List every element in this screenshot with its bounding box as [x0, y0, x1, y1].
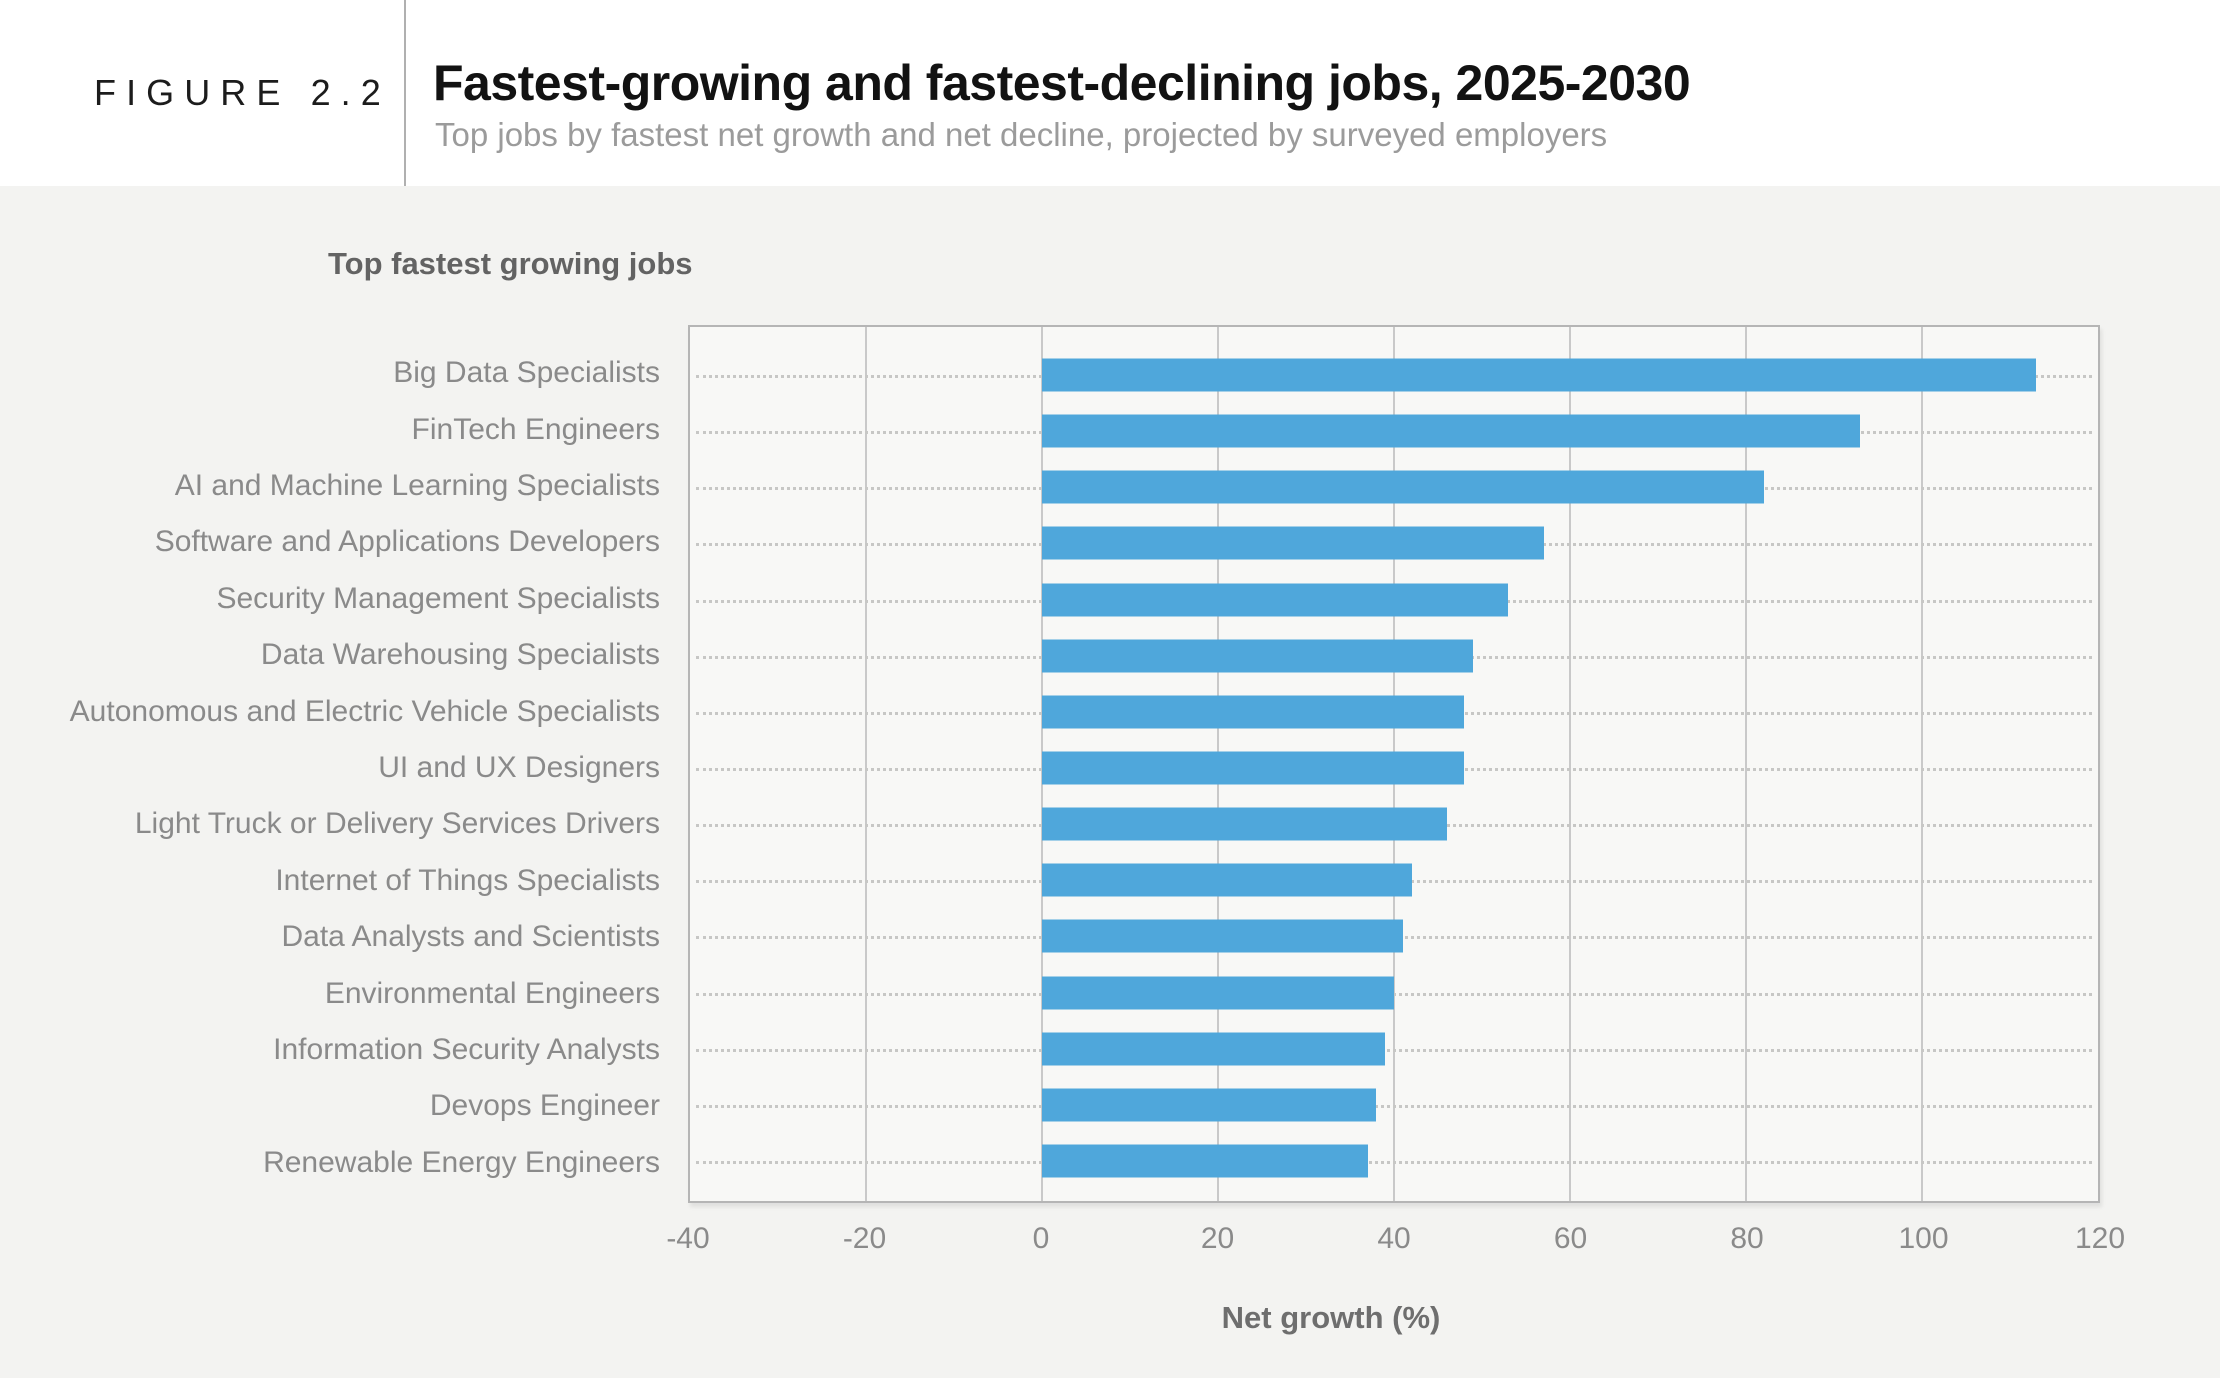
- x-tick-label: 100: [1898, 1222, 1949, 1255]
- y-axis-label: Renewable Energy Engineers: [263, 1145, 660, 1179]
- bar-row: [690, 628, 2098, 684]
- dotted-leader-line: [696, 1048, 2092, 1052]
- dotted-leader-line: [696, 1161, 2092, 1165]
- bar-row: [690, 852, 2098, 908]
- page-subtitle: Top jobs by fastest net growth and net d…: [435, 116, 1608, 153]
- bar-row: [690, 740, 2098, 796]
- page-title: Fastest-growing and fastest-declining jo…: [433, 55, 1691, 111]
- x-tick-label: 40: [1377, 1222, 1411, 1255]
- figure-number-label: FIGURE 2.2: [94, 72, 391, 113]
- bar-row: [690, 347, 2098, 403]
- y-axis-label: Security Management Specialists: [216, 581, 660, 615]
- plot-area: [688, 325, 2100, 1203]
- bar-row: [690, 684, 2098, 740]
- y-axis-label: Data Analysts and Scientists: [281, 920, 660, 954]
- bar-row: [690, 403, 2098, 459]
- bar: [1042, 751, 1465, 785]
- bar-row: [690, 1077, 2098, 1133]
- bar: [1042, 1144, 1368, 1178]
- bar: [1042, 639, 1474, 673]
- y-axis-label: Big Data Specialists: [393, 356, 660, 390]
- y-axis-label: AI and Machine Learning Specialists: [174, 469, 660, 503]
- gridline: [1569, 327, 1571, 1201]
- y-axis-label: UI and UX Designers: [378, 751, 660, 785]
- y-axis-label: Environmental Engineers: [324, 976, 660, 1010]
- y-axis-label: Devops Engineer: [429, 1089, 660, 1123]
- bars-layer: [690, 327, 2098, 1201]
- bar-row: [690, 515, 2098, 571]
- dotted-leader-line: [696, 1104, 2092, 1108]
- gridline: [1921, 327, 1923, 1201]
- y-axis-label: Internet of Things Specialists: [275, 863, 660, 897]
- section-label-fastest-growing: Top fastest growing jobs: [328, 246, 693, 281]
- x-axis-ticks: -40 -20 0 20 40 60 80 100 120: [666, 1222, 2125, 1262]
- x-tick-label: -20: [842, 1222, 887, 1255]
- bar: [1042, 976, 1394, 1010]
- x-tick-label: 120: [2074, 1222, 2126, 1255]
- bar: [1042, 1032, 1386, 1066]
- dotted-leader-line: [696, 992, 2092, 996]
- gridline: [1745, 327, 1747, 1201]
- bar: [1042, 807, 1447, 841]
- x-tick-label: 60: [1553, 1222, 1588, 1255]
- header-divider: [404, 0, 406, 186]
- bar-row: [690, 459, 2098, 515]
- bar-row: [690, 1133, 2098, 1189]
- bar-row: [690, 572, 2098, 628]
- bar-row: [690, 1021, 2098, 1077]
- bar-row: [690, 908, 2098, 964]
- y-axis-label: Light Truck or Delivery Services Drivers: [134, 807, 660, 841]
- bar: [1042, 470, 1764, 504]
- y-axis-label: Software and Applications Developers: [154, 525, 660, 559]
- bar-row: [690, 965, 2098, 1021]
- x-tick-label: -40: [666, 1222, 710, 1255]
- bar: [1042, 583, 1509, 617]
- bar: [1042, 358, 2037, 392]
- gridline: [865, 327, 867, 1201]
- figure-header: FIGURE 2.2 Fastest-growing and fastest-d…: [0, 0, 2220, 186]
- y-axis-labels: Big Data Specialists FinTech Engineers AI …: [0, 325, 660, 1203]
- bar: [1042, 1088, 1377, 1122]
- bar-row: [690, 796, 2098, 852]
- y-axis-label: Autonomous and Electric Vehicle Speciali…: [69, 694, 660, 728]
- x-tick-label: 80: [1730, 1222, 1764, 1255]
- x-axis-title: Net growth (%): [1221, 1300, 1441, 1335]
- y-axis-label: Information Security Analysts: [273, 1033, 660, 1067]
- bar: [1042, 863, 1412, 897]
- bar: [1042, 414, 1861, 448]
- bar: [1042, 695, 1465, 729]
- x-tick-label: 20: [1200, 1222, 1235, 1255]
- y-axis-label: FinTech Engineers: [411, 412, 660, 446]
- bar: [1042, 919, 1403, 953]
- bar: [1042, 526, 1544, 560]
- y-axis-label: Data Warehousing Specialists: [260, 638, 660, 672]
- x-tick-label: 0: [1032, 1222, 1050, 1255]
